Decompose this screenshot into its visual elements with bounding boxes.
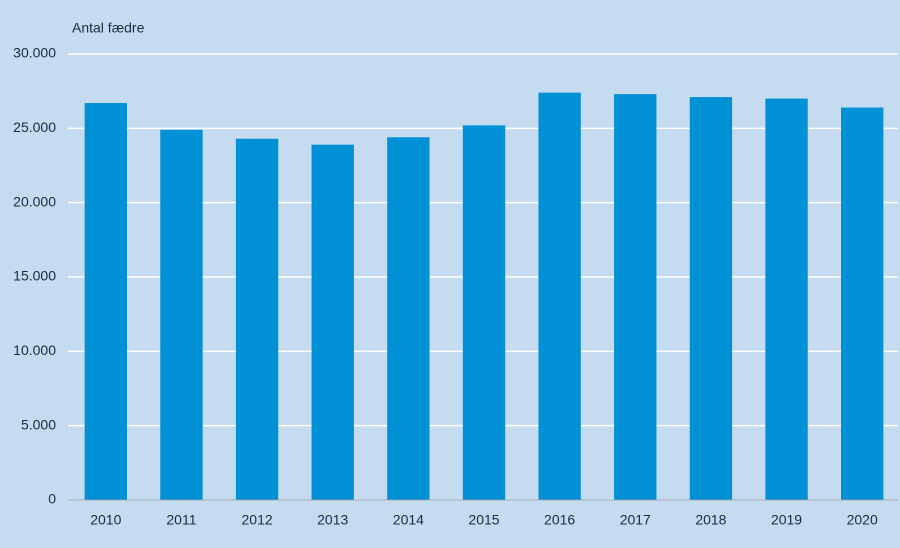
bar <box>538 92 581 501</box>
x-tick-label: 2012 <box>242 512 273 528</box>
y-tick-label: 5.000 <box>21 416 56 432</box>
y-tick-label: 25.000 <box>13 119 56 135</box>
x-tick-label: 2013 <box>317 512 348 528</box>
y-tick-label: 0 <box>48 491 56 507</box>
bar <box>160 129 203 500</box>
x-tick-label: 2011 <box>166 512 196 528</box>
x-tick-label: 2014 <box>393 512 424 528</box>
x-tick-label: 2017 <box>620 512 651 528</box>
x-tick-label: 2010 <box>90 512 121 528</box>
y-tick-label: 10.000 <box>13 342 56 358</box>
bar <box>387 137 430 500</box>
y-tick-label: 15.000 <box>13 268 56 284</box>
x-tick-label: 2015 <box>468 512 499 528</box>
y-tick-label: 30.000 <box>13 45 56 61</box>
x-tick-label: 2019 <box>771 512 802 528</box>
bar <box>614 94 657 500</box>
bar <box>311 144 354 501</box>
x-tick-label: 2016 <box>544 512 575 528</box>
x-tick-label: 2020 <box>847 512 878 528</box>
y-tick-label: 20.000 <box>13 193 56 209</box>
bar <box>841 107 884 501</box>
bar <box>765 98 808 500</box>
x-tick-label: 2018 <box>695 512 726 528</box>
bar <box>84 103 127 500</box>
y-axis-label: Antal fædre <box>72 20 145 36</box>
bar <box>462 125 506 501</box>
bar <box>235 138 279 501</box>
bar <box>689 97 733 500</box>
